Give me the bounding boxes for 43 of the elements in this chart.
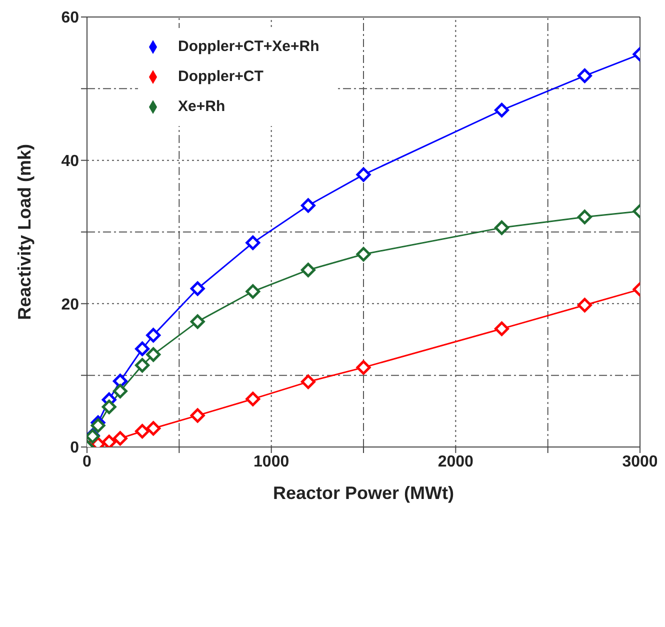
point <box>112 384 128 398</box>
point <box>102 400 116 414</box>
x-tick-label: 0 <box>82 453 92 470</box>
point <box>356 360 371 375</box>
x-tick-label: 2000 <box>438 453 474 470</box>
x-tick-label: 3000 <box>622 453 658 470</box>
point <box>246 392 260 406</box>
point <box>494 322 509 336</box>
point <box>246 236 260 250</box>
legend-label: Xe+Rh <box>178 98 226 115</box>
y-axis-title: Reactivity Load (mk) <box>14 144 34 320</box>
point <box>146 328 161 342</box>
point <box>112 431 128 446</box>
point <box>102 434 116 447</box>
legend-label: Doppler+CT+Xe+Rh <box>178 38 320 55</box>
point <box>577 210 592 224</box>
legend-label: Doppler+CT <box>178 68 264 85</box>
point <box>356 167 371 182</box>
point <box>246 284 260 299</box>
x-axis-title: Reactor Power (MWt) <box>272 483 454 503</box>
point <box>135 358 150 373</box>
point <box>135 342 150 356</box>
point <box>356 246 371 262</box>
point <box>577 68 592 84</box>
y-tick-label: 0 <box>70 440 80 457</box>
y-tick-label: 60 <box>61 10 80 27</box>
point <box>300 262 316 278</box>
point <box>300 374 316 390</box>
point <box>494 220 509 235</box>
y-tick-label: 40 <box>61 153 80 170</box>
x-tick-label: 1000 <box>254 453 290 470</box>
point <box>146 421 161 436</box>
point <box>300 198 316 213</box>
point <box>90 418 106 433</box>
point <box>190 281 205 296</box>
point <box>112 374 128 388</box>
point <box>190 314 205 329</box>
y-tick-label: 20 <box>61 296 80 314</box>
point <box>577 298 592 312</box>
point <box>135 424 150 438</box>
point <box>146 347 161 362</box>
point <box>494 102 509 118</box>
point <box>190 408 205 423</box>
